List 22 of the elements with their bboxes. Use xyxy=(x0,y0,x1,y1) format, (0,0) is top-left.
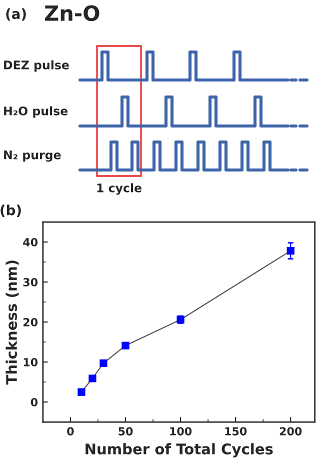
y-tick-label: 30 xyxy=(23,278,38,286)
x-tick-label: 50 xyxy=(118,427,133,436)
text: N₂ purge xyxy=(4,150,61,162)
text: DEZ pulse xyxy=(4,60,69,72)
x-tick-label: 100 xyxy=(170,427,192,436)
x-tick-label: 0 xyxy=(67,427,74,436)
y-tick-label: 40 xyxy=(23,238,38,246)
point xyxy=(100,359,108,368)
y-tick-label: 10 xyxy=(24,358,38,366)
point xyxy=(88,374,96,382)
text: H₂O pulse xyxy=(4,106,68,118)
point xyxy=(78,388,86,396)
x-tick-label: 150 xyxy=(225,427,247,436)
x-tick-label: 200 xyxy=(280,427,302,436)
text: (a) xyxy=(6,8,26,21)
y-axis-title: Thickness (nm) xyxy=(6,260,19,385)
x-axis-title: Number of Total Cycles xyxy=(86,443,273,458)
y-tick-label: 20 xyxy=(23,318,38,326)
y-tick-label: 0 xyxy=(30,398,38,406)
chart-title: (b) xyxy=(0,204,21,217)
text: Zn-O xyxy=(44,5,100,22)
text: 1 cycle xyxy=(97,183,142,195)
